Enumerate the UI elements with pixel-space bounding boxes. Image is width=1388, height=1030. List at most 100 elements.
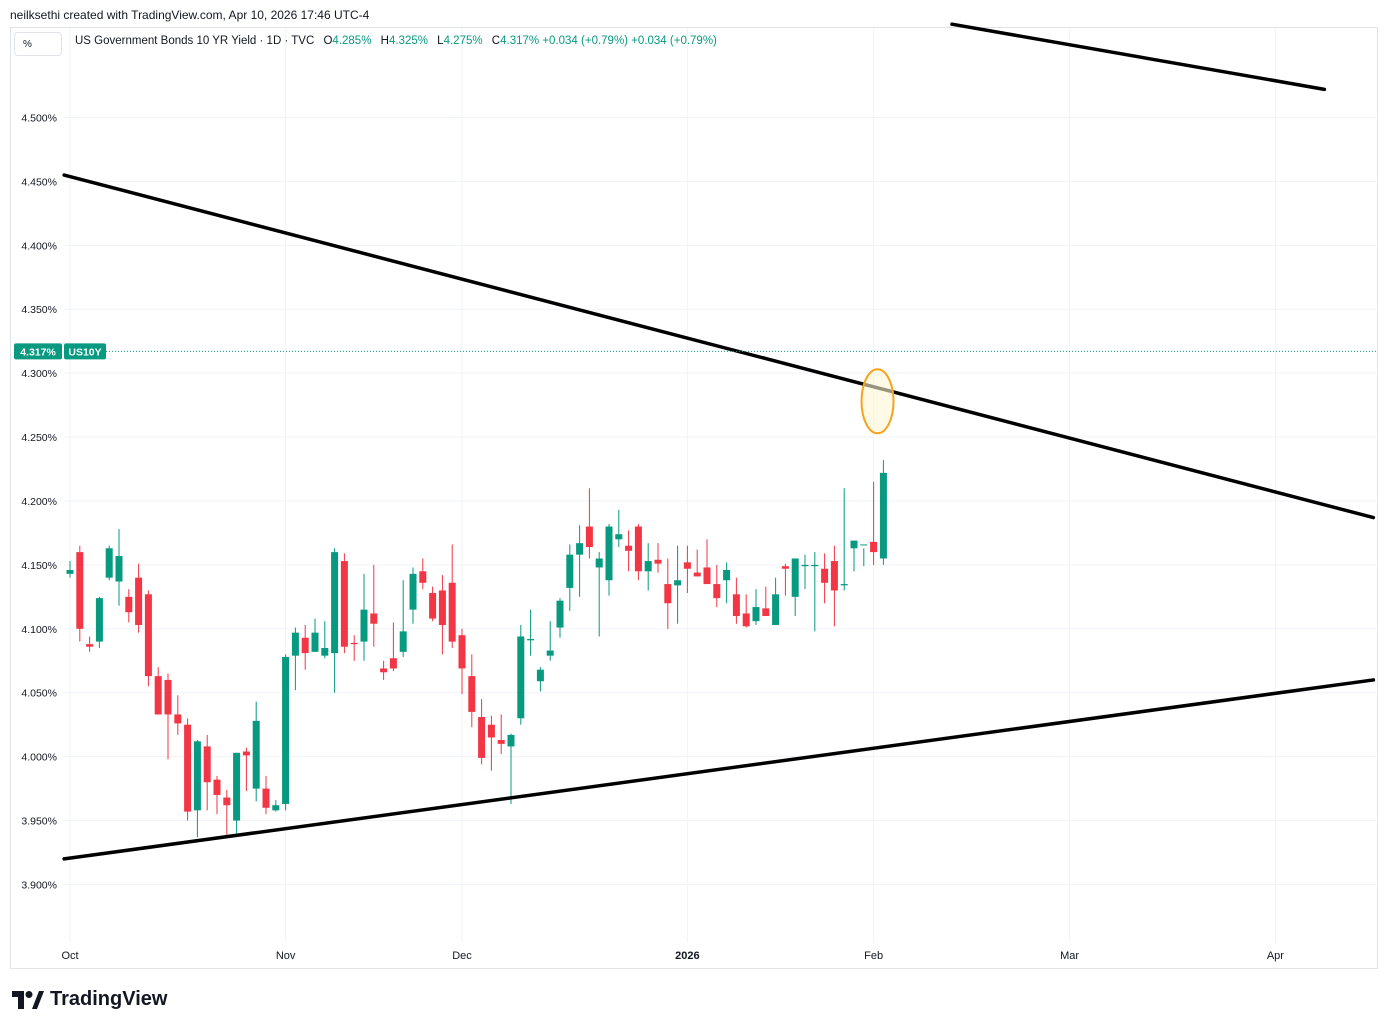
legend-symbol: US Government Bonds 10 YR Yield · 1D · T…: [75, 35, 315, 47]
x-tick-label: Mar: [1060, 950, 1079, 962]
y-tick-label: 4.350%: [21, 304, 57, 316]
candle-body: [683, 562, 691, 569]
candle-body: [419, 571, 427, 583]
x-tick-label: Feb: [864, 950, 883, 962]
candle-body: [507, 734, 515, 747]
candle-body: [448, 582, 456, 642]
candle-body: [615, 534, 623, 540]
candle-body: [223, 797, 231, 806]
candle-body: [595, 558, 603, 568]
candle-body: [605, 526, 613, 581]
candle-body: [125, 596, 133, 613]
y-tick-label: 4.100%: [21, 624, 57, 636]
candle-body: [144, 594, 152, 677]
candle-body: [625, 545, 633, 551]
chart-credit: neilksethi created with TradingView.com,…: [10, 8, 370, 22]
candle-body: [732, 594, 740, 617]
candle-body: [703, 567, 711, 585]
x-tick-label: Dec: [452, 950, 472, 962]
candle-body: [203, 746, 211, 783]
candle-body: [879, 472, 887, 559]
candle-body: [409, 573, 417, 610]
candle-body: [350, 642, 358, 645]
candle-body: [781, 566, 789, 569]
candle-body: [184, 724, 192, 812]
candle-body: [517, 636, 525, 719]
candle-body: [272, 805, 280, 811]
legend-low-label: L: [437, 35, 444, 47]
last-price-tag: 4.317% US10Y: [14, 343, 106, 360]
candle-body: [497, 740, 505, 744]
candle-body: [801, 564, 809, 567]
candle-body: [478, 717, 486, 758]
candle-body: [282, 656, 290, 804]
candle-body: [527, 639, 535, 641]
candle-body: [772, 594, 780, 625]
y-tick-label: 3.950%: [21, 816, 57, 828]
candle-body: [360, 609, 368, 642]
candle-body: [860, 544, 868, 546]
candle-body: [654, 559, 662, 564]
x-tick-label: 2026: [675, 950, 699, 962]
tradingview-logo-icon: [12, 990, 44, 1009]
candle-body: [762, 608, 770, 617]
legend-change-2: +0.034 (+0.79%): [631, 35, 717, 47]
candle-body: [487, 724, 495, 738]
candle-body: [468, 676, 476, 712]
candle-body: [262, 788, 270, 808]
y-tick-label: 3.900%: [21, 879, 57, 891]
legend-close-label: C: [491, 35, 501, 47]
candle-body: [154, 676, 162, 715]
legend-close-value: 4.317%: [500, 35, 540, 47]
candle-body: [135, 577, 143, 625]
candle-body: [252, 720, 260, 789]
candle-body: [585, 526, 593, 547]
candle-body: [233, 752, 241, 821]
candle-body: [840, 584, 848, 586]
candle-body: [723, 570, 731, 581]
candle-body: [164, 679, 172, 715]
candle-body: [380, 668, 388, 673]
candle-body: [811, 564, 819, 567]
tradingview-logo[interactable]: TradingView: [12, 988, 167, 1011]
candle-body: [458, 635, 466, 669]
candle-body: [311, 632, 319, 652]
y-tick-label: 4.450%: [21, 176, 57, 188]
candle-body: [674, 580, 682, 586]
trendline: [950, 22, 1327, 92]
candle-body: [850, 540, 858, 549]
chart-legend: US Government Bonds 10 YR Yield · 1D · T…: [75, 35, 717, 47]
candle-body: [752, 607, 760, 622]
legend-high-value: 4.325%: [388, 35, 428, 47]
candle-body: [213, 779, 221, 795]
candle-body: [370, 613, 378, 624]
candle-body: [76, 552, 84, 629]
trendline: [62, 173, 1376, 520]
candle-body: [66, 570, 74, 574]
scale-mode-button[interactable]: %: [14, 32, 62, 56]
y-tick-label: 4.200%: [21, 496, 57, 508]
candle-body: [95, 598, 103, 642]
candle-body: [742, 613, 750, 627]
candle-body: [536, 669, 544, 682]
y-tick-label: 4.150%: [21, 560, 57, 572]
candle-body: [546, 650, 554, 656]
candle-body: [291, 632, 299, 656]
x-tick-label: Apr: [1267, 950, 1284, 962]
chart-frame: [10, 27, 1378, 969]
candle-body: [429, 593, 437, 619]
candle-body: [576, 543, 584, 555]
y-tick-label: 4.000%: [21, 752, 57, 764]
candle-body: [634, 526, 642, 572]
x-tick-label: Nov: [276, 950, 296, 962]
last-price-value: 4.317%: [20, 346, 56, 358]
y-tick-label: 4.050%: [21, 688, 57, 700]
y-tick-label: 4.250%: [21, 432, 57, 444]
candle-body: [115, 555, 123, 582]
legend-open-value: 4.285%: [332, 35, 372, 47]
candle-body: [713, 584, 721, 599]
candle-body: [821, 568, 829, 583]
candle-body: [193, 741, 201, 811]
candle-body: [86, 644, 94, 647]
